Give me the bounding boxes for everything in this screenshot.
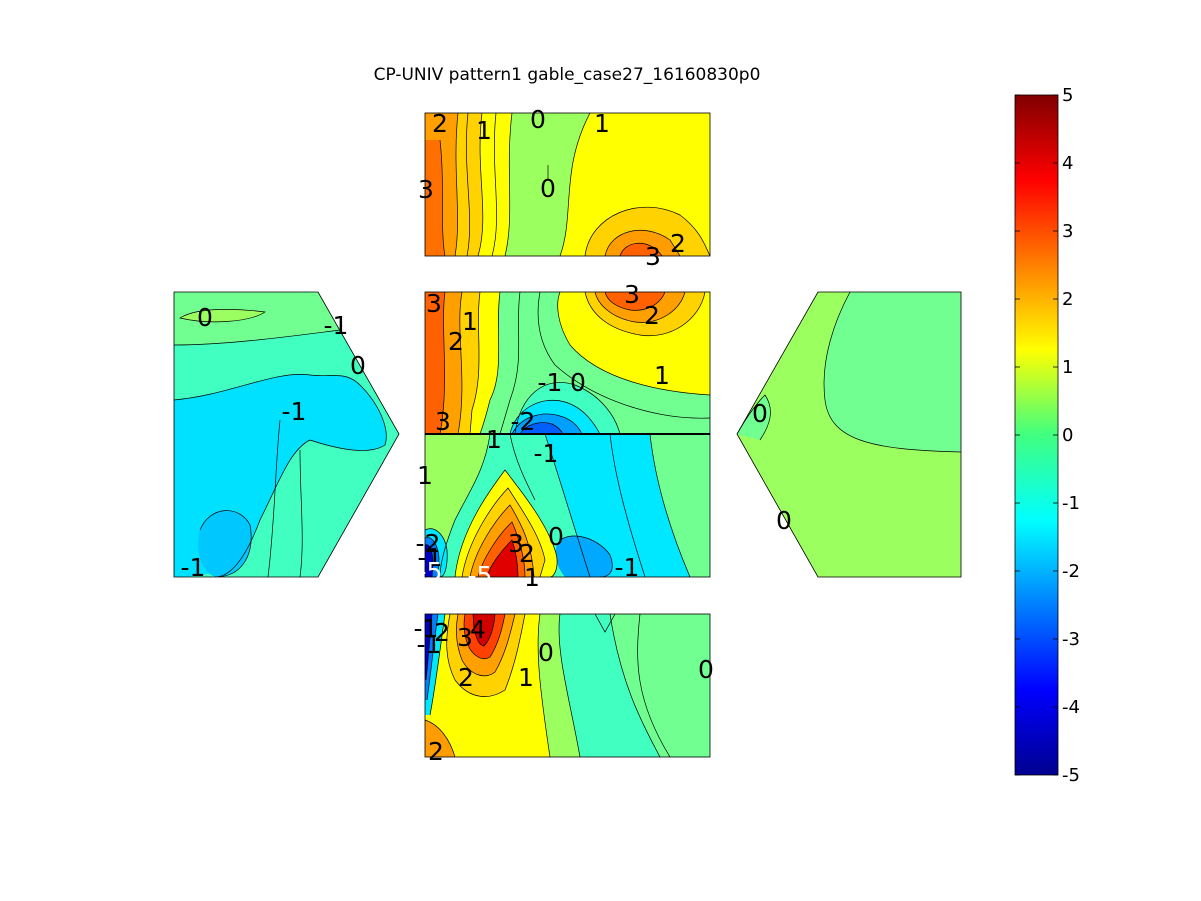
contour-label: 1 bbox=[486, 425, 502, 454]
colorbar-tick-label: -2 bbox=[1062, 561, 1080, 582]
colorbar-gradient bbox=[1014, 94, 1059, 776]
contour-label: -1 bbox=[538, 368, 563, 397]
contour-label: 0 bbox=[698, 655, 714, 684]
contour-label: 3 bbox=[435, 407, 451, 436]
contour-label: -5 bbox=[468, 561, 493, 590]
contour-label: -1 bbox=[181, 553, 206, 582]
contour-label: 1 bbox=[518, 663, 534, 692]
contour-label: -5 bbox=[418, 557, 443, 586]
contour-label: -1 bbox=[324, 311, 349, 340]
contour-label: 2 bbox=[519, 539, 535, 568]
panel-right-gable-border bbox=[736, 291, 962, 578]
contour-label: 1 bbox=[594, 109, 610, 138]
contour-label: 0 bbox=[538, 638, 554, 667]
panel-center-upper bbox=[425, 292, 710, 434]
contour-label: 2 bbox=[448, 327, 464, 356]
panel-bottom-roof bbox=[425, 614, 710, 757]
colorbar-tick-label: 4 bbox=[1062, 153, 1073, 174]
contour-label: -1 bbox=[414, 614, 439, 643]
contour-label: 2 bbox=[428, 737, 444, 766]
contour-label: 0 bbox=[530, 105, 546, 134]
contour-label: 2 bbox=[644, 301, 660, 330]
contour-label: -1 bbox=[418, 543, 443, 572]
contour-label: 0 bbox=[350, 351, 366, 380]
colorbar-tick-label: 2 bbox=[1062, 289, 1073, 310]
panel-bottom-roof-border bbox=[424, 613, 711, 758]
colorbar-tick-label: -4 bbox=[1062, 697, 1080, 718]
contour-label: 1 bbox=[654, 361, 670, 390]
contour-label: 1 bbox=[524, 563, 540, 592]
contour-label: 0 bbox=[197, 303, 213, 332]
panel-top-roof bbox=[425, 113, 710, 256]
colorbar-tick-label: 5 bbox=[1062, 85, 1073, 106]
colorbar-tick-label: 1 bbox=[1062, 357, 1073, 378]
colorbar-tick-label: 3 bbox=[1062, 221, 1073, 242]
contour-label: -2 bbox=[416, 529, 441, 558]
panel-top-roof-border bbox=[424, 112, 711, 257]
panel-left-gable bbox=[174, 292, 399, 577]
panel-center-lower bbox=[425, 434, 710, 577]
contour-label: 0 bbox=[540, 174, 556, 203]
contour-label: 3 bbox=[624, 280, 640, 309]
contour-label: 3 bbox=[426, 289, 442, 318]
contour-label: 3 bbox=[645, 242, 661, 271]
contour-label: 0 bbox=[752, 399, 768, 428]
contour-label: 3 bbox=[508, 529, 524, 558]
contour-label: 2 bbox=[458, 663, 474, 692]
colorbar-ticks: 5 4 3 2 1 0 -1 -2 -3 -4 -5 bbox=[1015, 85, 1080, 786]
contour-label: 0 bbox=[776, 506, 792, 535]
contour-label: -1 bbox=[615, 553, 640, 582]
colorbar-tick-label: -5 bbox=[1062, 765, 1080, 786]
panel-left-gable-border bbox=[173, 291, 400, 578]
contour-label: 3 bbox=[418, 175, 434, 204]
panel-right-gable bbox=[737, 292, 961, 577]
contour-label: 2 bbox=[670, 229, 686, 258]
colorbar-tick-label: -1 bbox=[1062, 493, 1080, 514]
contour-label: 0 bbox=[548, 522, 564, 551]
colorbar-tick-label: 0 bbox=[1062, 425, 1073, 446]
contour-label: 1 bbox=[476, 116, 492, 145]
chart-title: CP-UNIV pattern1 gable_case27_16160830p0 bbox=[374, 65, 761, 85]
contour-label: -2 bbox=[511, 407, 536, 436]
contour-label: 4 bbox=[470, 615, 486, 644]
contour-label: 0 bbox=[570, 368, 586, 397]
contour-label: -1 bbox=[534, 439, 559, 468]
contour-label: 1 bbox=[462, 307, 478, 336]
colorbar: 5 4 3 2 1 0 -1 -2 -3 -4 -5 bbox=[1014, 85, 1080, 786]
contour-label: 2 bbox=[432, 109, 448, 138]
colorbar-tick-label: -3 bbox=[1062, 629, 1080, 650]
contour-label: -1 bbox=[417, 630, 442, 659]
contour-label: 3 bbox=[457, 623, 473, 652]
contour-label: 1 bbox=[417, 461, 433, 490]
contour-label: 2 bbox=[434, 618, 450, 647]
contour-label: -1 bbox=[282, 397, 307, 426]
